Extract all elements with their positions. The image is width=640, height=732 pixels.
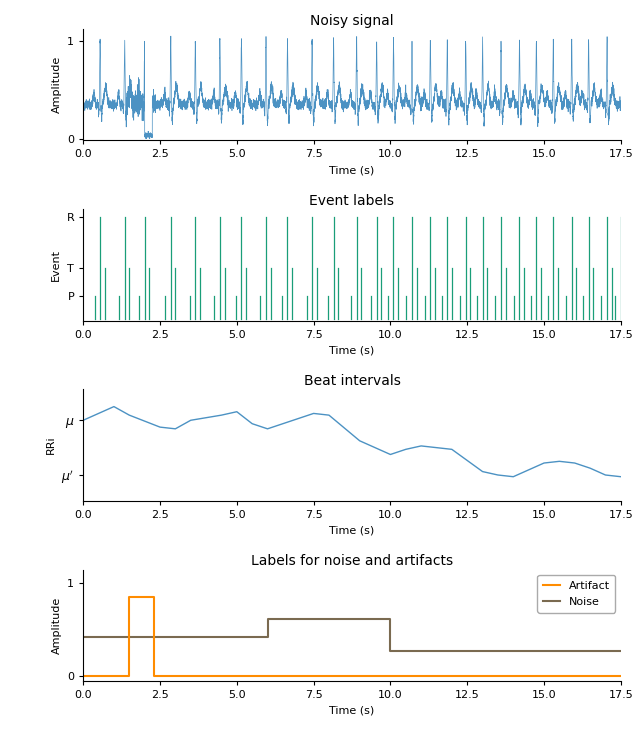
Y-axis label: Amplitude: Amplitude [52,56,61,113]
Y-axis label: Amplitude: Amplitude [52,597,61,654]
Title: Noisy signal: Noisy signal [310,14,394,28]
Artifact [150,593,157,602]
Noise [617,646,625,655]
X-axis label: Time (s): Time (s) [330,165,374,175]
Y-axis label: RRi: RRi [45,436,56,455]
X-axis label: Time (s): Time (s) [330,526,374,535]
Artifact [617,672,625,681]
Title: Labels for noise and artifacts: Labels for noise and artifacts [251,554,453,569]
Legend: Artifact, Noise: Artifact, Noise [538,575,615,613]
Noise [264,614,271,623]
Artifact [125,672,133,681]
Line: Noise: Noise [83,619,621,651]
Noise [387,646,394,655]
Title: Event labels: Event labels [310,194,394,208]
Noise [79,633,87,642]
Noise [387,614,394,623]
Y-axis label: Event: Event [51,249,61,281]
Line: Artifact: Artifact [83,597,621,676]
Noise [264,633,271,642]
X-axis label: Time (s): Time (s) [330,706,374,715]
Title: Beat intervals: Beat intervals [303,374,401,388]
X-axis label: Time (s): Time (s) [330,346,374,355]
Artifact [125,593,133,602]
Artifact [79,672,87,681]
Artifact [150,672,157,681]
